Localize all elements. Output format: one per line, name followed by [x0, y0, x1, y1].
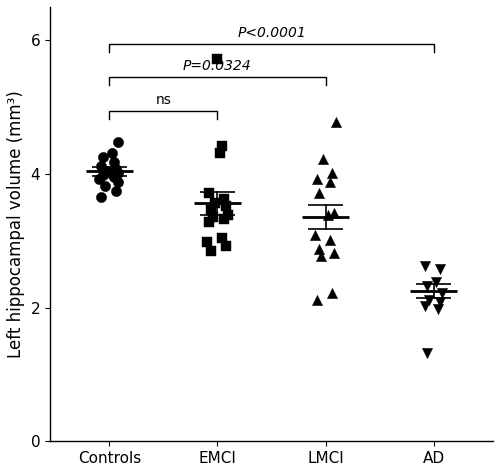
- Point: [205, 189, 213, 196]
- Point: [320, 156, 328, 163]
- Point: [436, 265, 444, 273]
- Point: [330, 209, 338, 217]
- Point: [103, 167, 111, 175]
- Point: [224, 211, 232, 219]
- Text: ns: ns: [156, 93, 172, 106]
- Point: [216, 149, 224, 157]
- Point: [212, 200, 220, 207]
- Y-axis label: Left hippocampal volume (mm³): Left hippocampal volume (mm³): [7, 90, 25, 358]
- Point: [108, 170, 116, 178]
- Point: [324, 211, 332, 219]
- Point: [110, 158, 118, 166]
- Point: [218, 234, 226, 241]
- Point: [112, 187, 120, 194]
- Point: [315, 245, 323, 253]
- Point: [310, 232, 318, 239]
- Point: [207, 247, 215, 254]
- Point: [438, 289, 446, 297]
- Point: [114, 138, 122, 146]
- Point: [97, 193, 105, 201]
- Point: [330, 249, 338, 257]
- Point: [209, 213, 217, 220]
- Point: [220, 216, 228, 223]
- Point: [434, 305, 442, 313]
- Point: [328, 289, 336, 297]
- Point: [207, 206, 215, 214]
- Point: [328, 169, 336, 176]
- Point: [423, 350, 431, 357]
- Point: [432, 279, 440, 286]
- Point: [110, 174, 118, 181]
- Point: [313, 175, 321, 183]
- Point: [214, 55, 222, 63]
- Point: [205, 219, 213, 226]
- Point: [326, 236, 334, 243]
- Point: [97, 162, 105, 170]
- Point: [99, 172, 107, 179]
- Point: [222, 242, 230, 250]
- Point: [421, 263, 429, 270]
- Point: [436, 298, 444, 306]
- Point: [108, 149, 116, 157]
- Point: [222, 202, 230, 210]
- Point: [313, 296, 321, 304]
- Point: [421, 303, 429, 310]
- Point: [220, 196, 228, 203]
- Point: [202, 238, 210, 246]
- Point: [114, 178, 122, 186]
- Point: [101, 182, 109, 190]
- Point: [317, 252, 325, 259]
- Text: P=0.0324: P=0.0324: [183, 59, 252, 73]
- Point: [94, 175, 102, 183]
- Point: [218, 142, 226, 150]
- Point: [423, 282, 431, 290]
- Point: [99, 154, 107, 161]
- Point: [112, 165, 120, 173]
- Point: [332, 118, 340, 126]
- Point: [114, 169, 122, 176]
- Point: [326, 178, 334, 186]
- Point: [426, 296, 434, 304]
- Point: [315, 189, 323, 196]
- Text: P<0.0001: P<0.0001: [237, 26, 306, 40]
